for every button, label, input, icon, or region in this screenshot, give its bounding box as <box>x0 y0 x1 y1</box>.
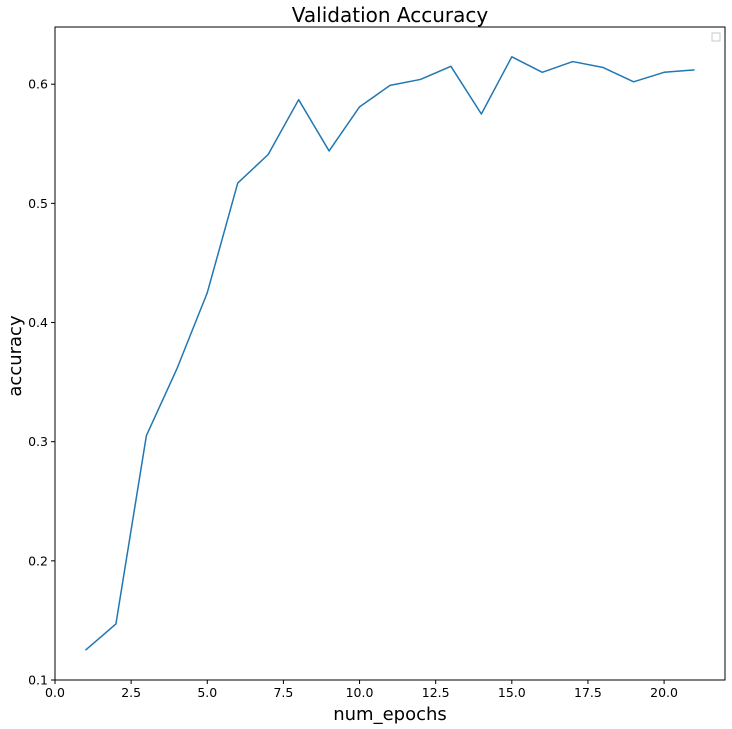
plot-area-frame <box>54 26 726 681</box>
y-tick-label: 0.5 <box>28 196 48 211</box>
x-tick-label: 0.0 <box>45 685 65 700</box>
accuracy-series-line <box>84 56 695 651</box>
legend-box <box>711 32 721 42</box>
chart-title: Validation Accuracy <box>292 3 489 27</box>
y-tick-label: 0.6 <box>28 77 48 92</box>
y-tick-label: 0.3 <box>28 434 48 449</box>
y-tick-label: 0.1 <box>28 673 48 688</box>
series-layer <box>84 56 695 651</box>
y-tick-label: 0.2 <box>28 553 48 568</box>
x-tick-label: 15.0 <box>498 685 526 700</box>
x-tick-label: 12.5 <box>422 685 450 700</box>
y-tick-label: 0.4 <box>28 315 48 330</box>
x-tick-label: 2.5 <box>121 685 141 700</box>
x-tick-label: 17.5 <box>574 685 602 700</box>
x-axis-ticks: 0.0 2.5 5.0 7.5 10.0 12.5 15.0 17.5 20.0 <box>45 680 678 700</box>
y-axis-ticks: 0.1 0.2 0.3 0.4 0.5 0.6 <box>28 77 55 688</box>
y-axis-label: accuracy <box>5 315 26 397</box>
x-tick-label: 20.0 <box>650 685 678 700</box>
x-tick-label: 7.5 <box>273 685 293 700</box>
x-tick-label: 5.0 <box>197 685 217 700</box>
x-tick-label: 10.0 <box>346 685 374 700</box>
x-axis-label: num_epochs <box>333 704 447 725</box>
